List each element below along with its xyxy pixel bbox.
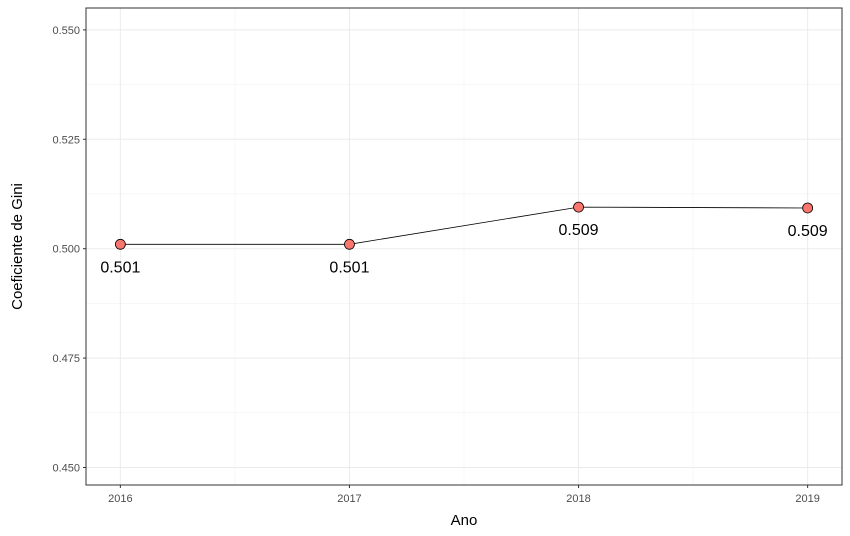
y-tick-label: 0.450 <box>52 462 80 474</box>
y-tick-label: 0.475 <box>52 353 80 365</box>
data-point <box>114 238 126 250</box>
x-axis-ticks: 2016 2017 2018 2019 <box>108 485 820 505</box>
y-tick-label: 0.550 <box>52 25 80 37</box>
data-label: 0.509 <box>559 222 599 239</box>
x-tick-label: 2018 <box>566 493 590 505</box>
panel-border <box>85 7 843 486</box>
y-axis-ticks: 0.450 0.475 0.500 0.525 0.550 <box>52 25 86 474</box>
data-point <box>573 201 584 213</box>
x-tick-label: 2019 <box>795 493 819 505</box>
y-tick-label: 0.500 <box>52 244 80 256</box>
x-axis-title: Ano <box>451 512 478 529</box>
data-label: 0.509 <box>788 223 828 240</box>
minor-gridlines <box>86 8 842 485</box>
data-point <box>344 238 355 250</box>
y-tick-label: 0.525 <box>52 134 80 146</box>
y-axis-title: Coeficiente de Gini <box>9 183 26 310</box>
data-label: 0.501 <box>329 259 369 276</box>
data-labels: 0.501 0.501 0.509 0.509 <box>100 222 827 276</box>
data-label: 0.501 <box>100 259 140 276</box>
x-tick-label: 2017 <box>337 493 361 505</box>
data-points <box>114 201 814 250</box>
x-tick-label: 2016 <box>108 493 132 505</box>
data-point <box>802 202 814 214</box>
gini-series-line <box>120 206 808 245</box>
series-line <box>120 206 808 245</box>
